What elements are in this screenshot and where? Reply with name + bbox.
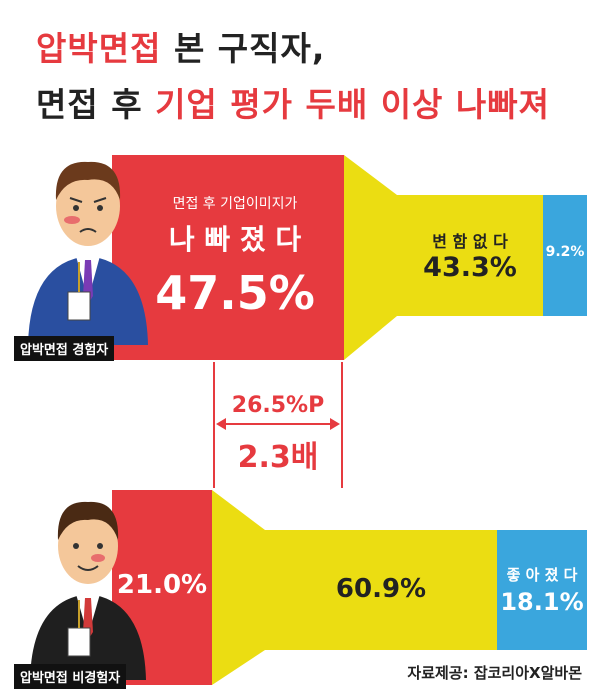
person-experienced-icon <box>28 161 148 345</box>
bar-good-non-experienced <box>497 530 587 650</box>
bad-label-experienced: 나 빠 졌 다 <box>168 223 302 256</box>
source-credit: 자료제공: 잡코리아X알바몬 <box>407 664 582 682</box>
title-highlight-2: 기업 평가 두배 이상 나빠져 <box>155 85 550 124</box>
good-value-experienced: 9.2% <box>545 244 585 260</box>
same-value-non-experienced: 60.9% <box>335 574 427 604</box>
bar-same-non-experienced <box>265 530 497 650</box>
arrow-right-icon <box>330 418 340 430</box>
bad-value-non-experienced: 21.0% <box>116 570 208 600</box>
bad-subtitle-experienced: 면접 후 기업이미지가 <box>172 196 298 212</box>
comparison-diff: 26.5%P <box>231 393 325 418</box>
same-value-experienced: 43.3% <box>423 252 517 283</box>
title-line-2: 면접 후 기업 평가 두배 이상 나빠져 <box>36 78 550 126</box>
comparison-bracket <box>213 362 343 488</box>
good-label-non-experienced: 좋 아 졌 다 <box>506 566 578 584</box>
arrow-left-icon <box>216 418 226 430</box>
person-non-experienced-icon <box>30 501 146 680</box>
bar-good-experienced <box>543 195 587 316</box>
title-text-2: 면접 후 <box>36 85 156 124</box>
funnel-connector-experienced <box>344 155 397 360</box>
bar-same-experienced <box>397 195 543 316</box>
title-highlight-1: 압박면접 <box>36 29 162 68</box>
funnel-connector-non-experienced <box>212 490 265 685</box>
same-label-experienced: 변 함 없 다 <box>432 232 508 251</box>
good-value-non-experienced: 18.1% <box>500 588 584 616</box>
comparison-ratio: 2.3배 <box>237 440 319 475</box>
tag-experienced: 압박면접 경험자 <box>14 336 115 361</box>
tag-non-experienced: 압박면접 비경험자 <box>14 664 127 689</box>
bar-bad-experienced <box>112 155 344 360</box>
bad-value-experienced: 47.5% <box>155 266 315 320</box>
title-line-1: 압박면접 본 구직자, <box>36 22 325 70</box>
title-text-1: 본 구직자, <box>161 29 326 68</box>
